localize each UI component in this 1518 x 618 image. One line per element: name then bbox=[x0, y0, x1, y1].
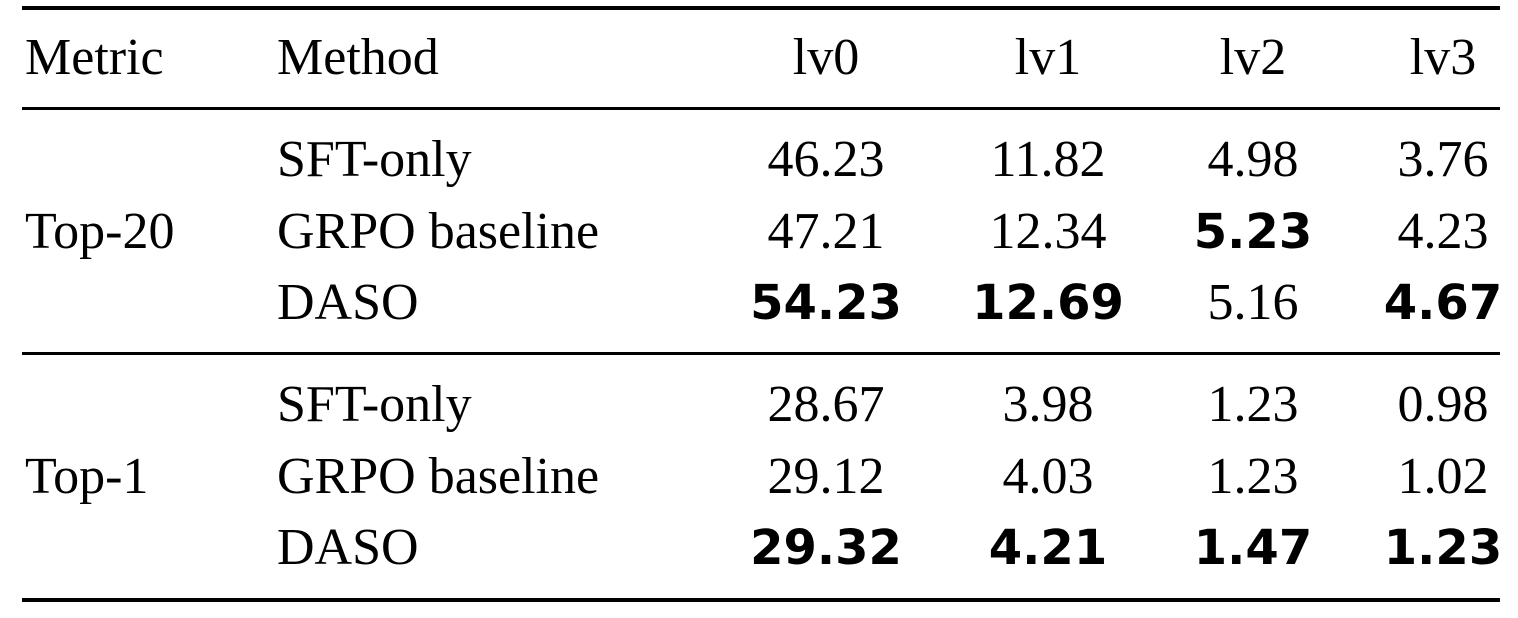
value-cell: 4.23 bbox=[1397, 202, 1489, 260]
value-cell: 4.21 bbox=[988, 520, 1108, 576]
group-rule bbox=[22, 352, 1500, 355]
value-cell: 1.23 bbox=[1207, 447, 1299, 505]
header-cell: lv2 bbox=[1219, 29, 1287, 86]
value-cell: 12.34 bbox=[989, 202, 1107, 260]
method-cell: SFT-only bbox=[277, 131, 472, 188]
metric-cell: Top-1 bbox=[25, 447, 149, 505]
value-cell: 1.47 bbox=[1193, 520, 1313, 576]
header-cell: Method bbox=[277, 29, 439, 86]
value-cell: 4.98 bbox=[1207, 131, 1299, 188]
method-cell: DASO bbox=[277, 274, 419, 331]
value-cell: 1.02 bbox=[1397, 447, 1489, 505]
value-cell: 46.23 bbox=[767, 131, 885, 188]
header-cell: lv0 bbox=[792, 29, 860, 86]
header-cell: lv3 bbox=[1409, 29, 1477, 86]
header-rule bbox=[22, 107, 1500, 110]
value-cell: 29.12 bbox=[767, 447, 885, 505]
bottom-rule bbox=[22, 598, 1500, 602]
method-cell: GRPO baseline bbox=[277, 447, 600, 505]
method-cell: DASO bbox=[277, 519, 419, 576]
top-rule bbox=[22, 6, 1500, 10]
value-cell: 12.69 bbox=[972, 275, 1124, 331]
value-cell: 3.76 bbox=[1397, 131, 1489, 188]
value-cell: 4.67 bbox=[1383, 275, 1503, 331]
value-cell: 0.98 bbox=[1397, 376, 1489, 433]
method-cell: GRPO baseline bbox=[277, 202, 600, 260]
method-cell: SFT-only bbox=[277, 376, 472, 433]
value-cell: 4.03 bbox=[1002, 447, 1094, 505]
value-cell: 29.32 bbox=[750, 520, 902, 576]
value-cell: 54.23 bbox=[750, 275, 902, 331]
value-cell: 1.23 bbox=[1383, 520, 1503, 576]
value-cell: 11.82 bbox=[990, 131, 1106, 188]
value-cell: 1.23 bbox=[1207, 376, 1299, 433]
value-cell: 3.98 bbox=[1002, 376, 1094, 433]
value-cell: 28.67 bbox=[767, 376, 885, 433]
metric-cell: Top-20 bbox=[25, 202, 175, 260]
header-cell: lv1 bbox=[1014, 29, 1082, 86]
header-cell: Metric bbox=[25, 29, 164, 86]
value-cell: 5.16 bbox=[1207, 274, 1299, 331]
value-cell: 47.21 bbox=[767, 202, 885, 260]
value-cell: 5.23 bbox=[1193, 203, 1313, 260]
